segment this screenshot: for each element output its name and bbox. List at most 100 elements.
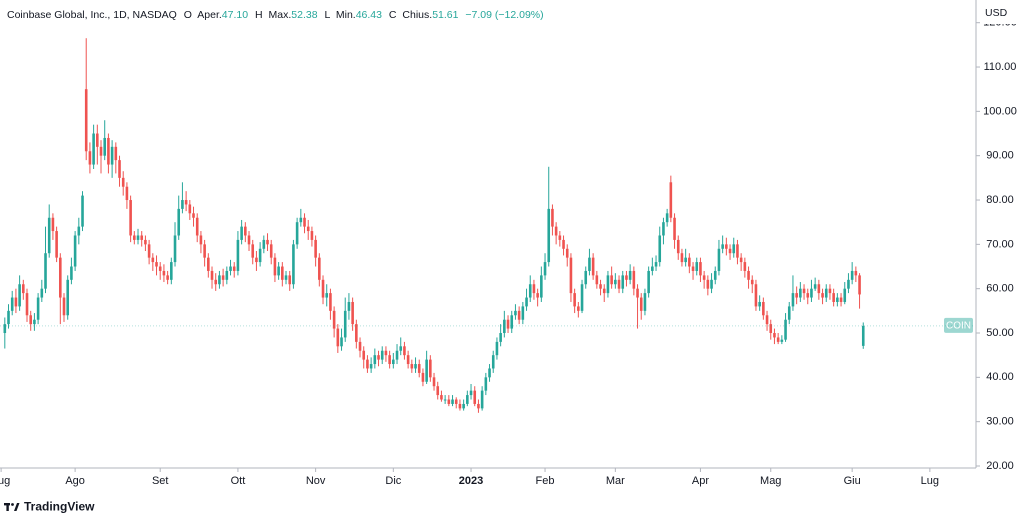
legend-key: C — [389, 9, 397, 21]
symbol-price-tag — [944, 317, 973, 333]
x-tick-label: Mag — [760, 475, 781, 487]
candle-body — [591, 257, 595, 276]
candle-body — [284, 275, 288, 280]
candle-body — [173, 235, 177, 263]
candle-body — [540, 275, 543, 298]
candle-body — [621, 275, 625, 289]
y-tick-label: 30.00 — [986, 416, 1014, 428]
candle-body — [10, 297, 14, 311]
candle-body — [584, 270, 588, 285]
candle-body — [821, 293, 824, 298]
candle-body — [99, 146, 103, 156]
candle-body — [199, 235, 203, 245]
symbol-name: COIN — [946, 321, 971, 332]
candle-body — [177, 208, 181, 236]
symbol-title: Coinbase Global, Inc., 1D, NASDAQ — [7, 9, 177, 21]
candle-body — [384, 350, 388, 356]
y-tick-label: 70.00 — [986, 238, 1014, 250]
legend-value: 51.61 — [432, 9, 458, 21]
candle-body — [554, 226, 558, 236]
candle-body — [281, 266, 284, 280]
candle-body — [558, 235, 562, 240]
candle-body — [155, 262, 158, 267]
candle-body — [84, 89, 88, 152]
candle-body — [369, 364, 373, 369]
candle-body — [140, 235, 144, 240]
change: −7.09 (−12.09%) — [465, 9, 543, 21]
candle-body — [332, 310, 336, 329]
candle-body — [699, 262, 702, 276]
candle-body — [662, 222, 665, 236]
candle-body — [491, 355, 495, 369]
candle-body — [40, 288, 44, 298]
candle-body — [258, 248, 262, 263]
candle-body — [495, 341, 499, 356]
legend-value: 52.38 — [291, 9, 317, 21]
candle-body — [96, 133, 99, 147]
candle-body — [151, 257, 155, 263]
candle-body — [632, 270, 636, 289]
candle-body — [255, 257, 258, 263]
candle-body — [170, 262, 173, 280]
candle-body — [773, 333, 776, 338]
candle-body — [725, 244, 728, 249]
candle-body — [732, 244, 736, 254]
candle-body — [728, 248, 732, 254]
candle-body — [410, 364, 414, 369]
candle-body — [273, 257, 277, 276]
candle-body — [329, 293, 332, 311]
candle-body — [454, 399, 458, 404]
candle-body — [240, 226, 243, 240]
candle-body — [654, 262, 658, 267]
candle-body — [73, 235, 77, 267]
candle-body — [336, 328, 340, 347]
candle-body — [514, 310, 517, 316]
candle-body — [695, 262, 699, 271]
candle-body — [817, 284, 821, 294]
candle-body — [232, 266, 236, 271]
candle-body — [706, 279, 710, 289]
candle-body — [366, 359, 369, 369]
candle-body — [44, 253, 47, 289]
candle-body — [399, 346, 403, 351]
candle-body — [395, 350, 399, 360]
candle-body — [647, 270, 650, 294]
candle-body — [754, 284, 758, 307]
candle-body — [380, 350, 384, 360]
candle-body — [676, 239, 680, 254]
candle-body — [658, 235, 662, 263]
x-tick-label: Nov — [306, 475, 326, 487]
candle-body — [18, 284, 21, 307]
candle-body — [847, 279, 850, 289]
candle-body — [421, 372, 425, 382]
candle-body — [214, 279, 218, 285]
candle-body — [351, 301, 354, 325]
candle-body — [684, 257, 687, 263]
candle-body — [162, 270, 166, 276]
candle-body — [776, 337, 780, 342]
candle-body — [195, 217, 199, 236]
candle-body — [62, 297, 66, 316]
candle-body — [599, 284, 602, 289]
candle-body — [181, 200, 184, 209]
candle-body — [288, 275, 292, 285]
candle-body — [203, 244, 206, 258]
candle-body — [824, 288, 828, 298]
candle-body — [7, 310, 10, 325]
candle-body — [451, 399, 454, 404]
candle-body — [787, 306, 791, 320]
candle-body — [392, 359, 395, 365]
candle-body — [443, 399, 447, 401]
candle-body — [36, 297, 40, 320]
x-tick-label: Set — [152, 475, 169, 487]
candle-body — [292, 244, 295, 285]
candle-body — [628, 270, 632, 280]
candle-body — [144, 239, 147, 245]
legend-name: Aper. — [197, 9, 222, 21]
y-tick-label: 100.00 — [983, 105, 1017, 117]
candle-body — [158, 266, 162, 271]
candle-body — [192, 213, 195, 218]
candle-body — [121, 177, 125, 187]
candle-body — [262, 239, 266, 249]
candle-body — [118, 160, 121, 178]
